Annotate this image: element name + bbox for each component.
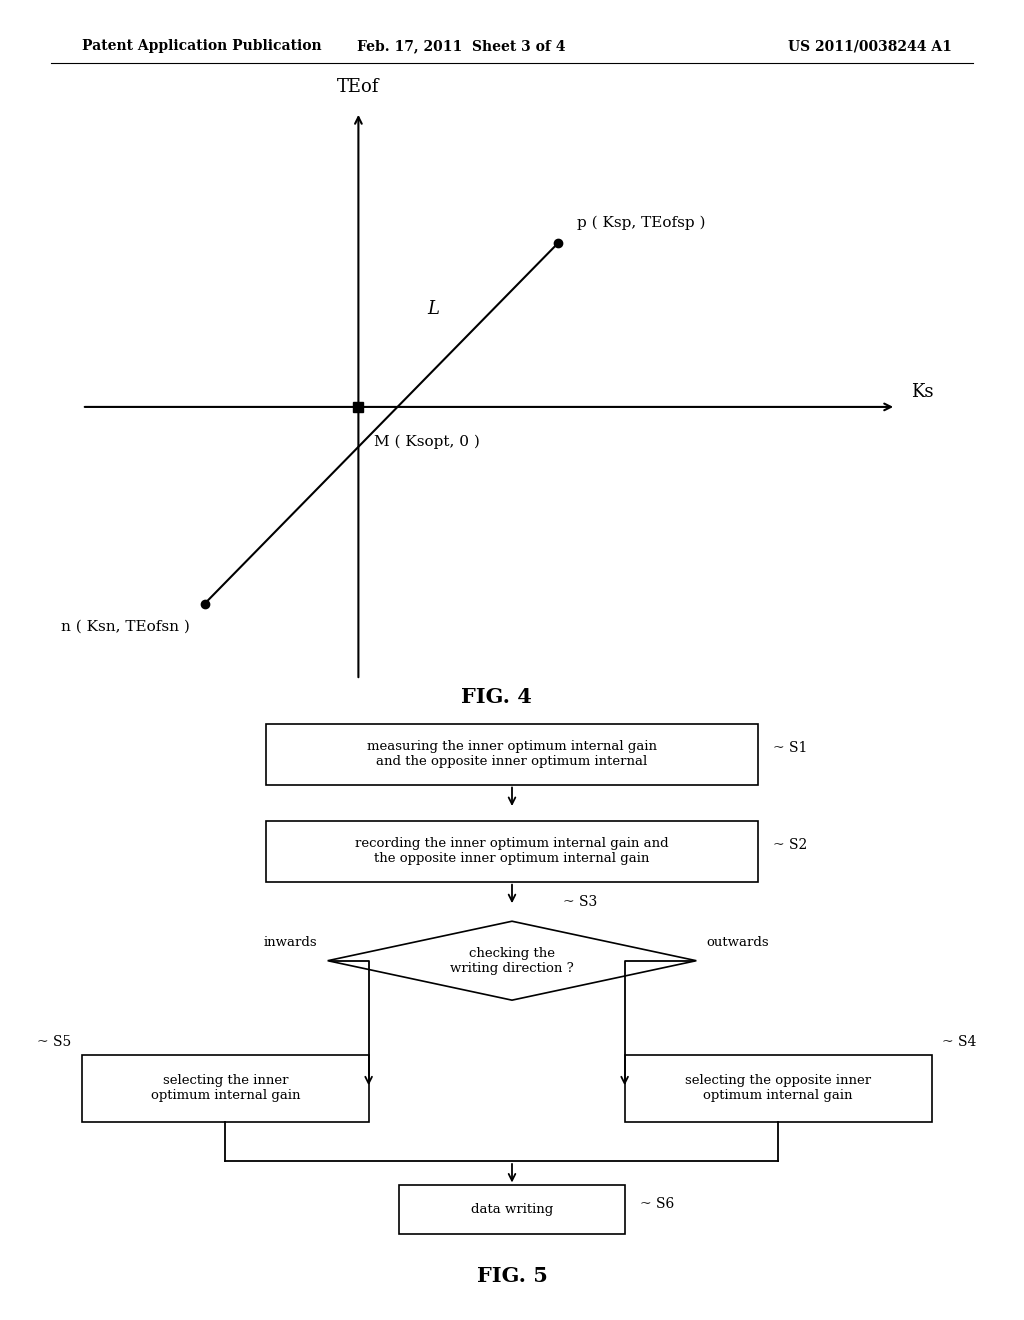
Text: ~ S1: ~ S1 <box>773 741 808 755</box>
Text: data writing: data writing <box>471 1203 553 1216</box>
Text: measuring the inner optimum internal gain
and the opposite inner optimum interna: measuring the inner optimum internal gai… <box>367 741 657 768</box>
Polygon shape <box>328 921 696 1001</box>
Text: ~ S5: ~ S5 <box>38 1035 72 1048</box>
FancyBboxPatch shape <box>82 1055 369 1122</box>
Text: US 2011/0038244 A1: US 2011/0038244 A1 <box>788 40 952 53</box>
Text: M ( Ksopt, 0 ): M ( Ksopt, 0 ) <box>374 434 479 449</box>
Text: L: L <box>428 300 439 318</box>
Text: outwards: outwards <box>707 936 769 949</box>
Text: FIG. 4: FIG. 4 <box>461 688 532 708</box>
FancyBboxPatch shape <box>625 1055 932 1122</box>
Text: p ( Ksp, TEofsp ): p ( Ksp, TEofsp ) <box>577 215 705 230</box>
Text: recording the inner optimum internal gain and
the opposite inner optimum interna: recording the inner optimum internal gai… <box>355 837 669 866</box>
Text: ~ S6: ~ S6 <box>640 1196 674 1210</box>
FancyBboxPatch shape <box>266 821 758 882</box>
FancyBboxPatch shape <box>266 723 758 784</box>
Text: Ks: Ks <box>911 384 934 401</box>
Text: checking the
writing direction ?: checking the writing direction ? <box>451 946 573 974</box>
Text: Feb. 17, 2011  Sheet 3 of 4: Feb. 17, 2011 Sheet 3 of 4 <box>356 40 565 53</box>
Text: TEof: TEof <box>337 78 380 95</box>
Text: n ( Ksn, TEofsn ): n ( Ksn, TEofsn ) <box>60 620 189 634</box>
Text: ~ S3: ~ S3 <box>563 895 597 909</box>
Text: ~ S4: ~ S4 <box>942 1035 977 1048</box>
FancyBboxPatch shape <box>399 1185 625 1234</box>
Text: selecting the opposite inner
optimum internal gain: selecting the opposite inner optimum int… <box>685 1074 871 1102</box>
Text: inwards: inwards <box>264 936 317 949</box>
Text: FIG. 5: FIG. 5 <box>476 1266 548 1287</box>
Text: selecting the inner
optimum internal gain: selecting the inner optimum internal gai… <box>151 1074 300 1102</box>
Text: Patent Application Publication: Patent Application Publication <box>82 40 322 53</box>
Text: ~ S2: ~ S2 <box>773 838 807 853</box>
